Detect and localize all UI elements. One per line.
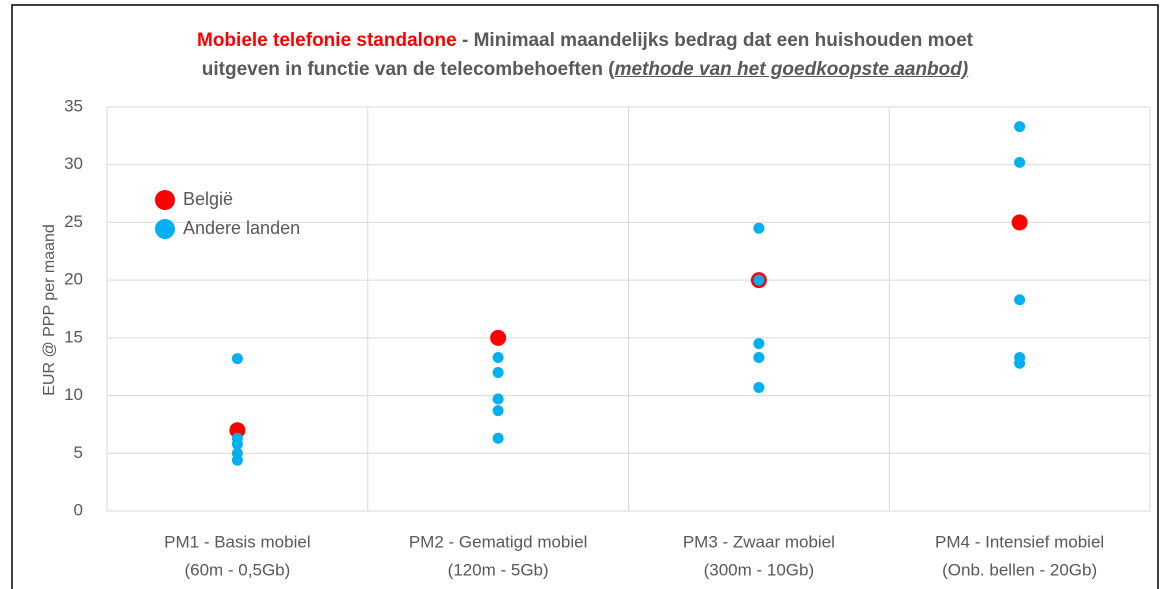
title-text: uitgeven in functie van de telecombehoef… xyxy=(201,59,615,80)
data-point xyxy=(492,432,504,444)
data-point xyxy=(231,438,243,450)
y-tick-label: 5 xyxy=(74,443,83,462)
y-tick-label: 30 xyxy=(64,154,83,173)
data-point xyxy=(753,381,765,393)
data-point xyxy=(753,338,765,350)
x-tick-label: PM3 - Zwaar mobiel xyxy=(683,532,835,551)
data-point xyxy=(753,222,765,234)
x-tick-label: PM2 - Gematigd mobiel xyxy=(409,532,588,551)
legend-label: Andere landen xyxy=(183,218,300,238)
x-tick-label: (120m - 5Gb) xyxy=(448,560,549,579)
legend-marker xyxy=(155,190,175,210)
data-point xyxy=(231,353,243,365)
data-point xyxy=(1014,294,1026,306)
y-tick-label: 35 xyxy=(64,96,83,115)
title-emphasis: methode van het goedkoopste aanbod) xyxy=(614,59,969,80)
data-point xyxy=(1014,121,1026,133)
data-point xyxy=(1014,156,1026,168)
data-point xyxy=(492,405,504,417)
x-tick-label: (60m - 0,5Gb) xyxy=(184,560,290,579)
data-point xyxy=(1014,357,1026,369)
data-point xyxy=(492,366,504,378)
y-tick-label: 0 xyxy=(74,500,83,519)
data-point xyxy=(492,351,504,363)
data-point xyxy=(753,274,765,286)
data-point xyxy=(753,351,765,363)
y-tick-label: 15 xyxy=(64,327,83,346)
data-point xyxy=(231,454,243,466)
y-tick-label: 25 xyxy=(64,212,83,231)
legend-marker xyxy=(155,219,175,239)
data-point xyxy=(1011,214,1028,231)
x-tick-label: (300m - 10Gb) xyxy=(704,560,815,579)
frame-border xyxy=(11,4,1159,589)
chart-title: Mobiele telefonie standalone - Minimaal … xyxy=(12,26,1158,84)
y-tick-label: 10 xyxy=(64,385,83,404)
x-tick-label: PM1 - Basis mobiel xyxy=(164,532,310,551)
x-tick-label: (Onb. bellen - 20Gb) xyxy=(942,560,1097,579)
title-text: - Minimaal maandelijks bedrag dat een hu… xyxy=(456,30,973,51)
data-point xyxy=(490,329,507,346)
legend-label: België xyxy=(183,189,233,209)
x-tick-label: PM4 - Intensief mobiel xyxy=(935,532,1104,551)
y-axis-label: EUR @ PPP per maand xyxy=(41,224,58,396)
y-tick-label: 20 xyxy=(64,270,83,289)
title-highlight: Mobiele telefonie standalone xyxy=(197,30,457,51)
data-point xyxy=(492,393,504,405)
data-point xyxy=(229,422,246,439)
